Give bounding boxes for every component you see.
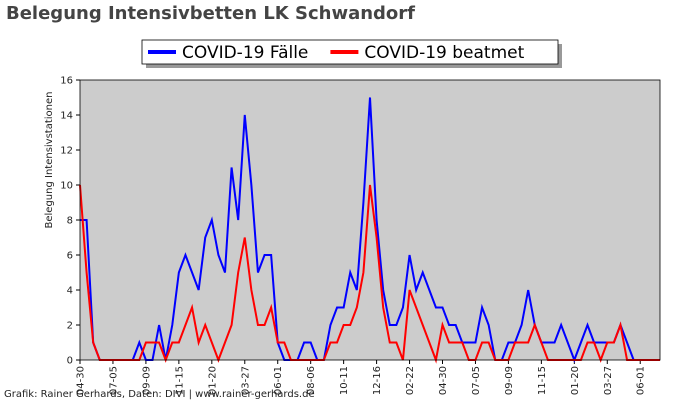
x-tick-label: 03-27 <box>240 366 251 395</box>
plot-frame <box>79 79 661 361</box>
legend-label: COVID-19 beatmet <box>364 43 524 63</box>
x-tick-label: 12-16 <box>372 366 383 395</box>
x-tick-label: 01-20 <box>570 366 581 395</box>
y-axis-label: Belegung Intensivstationen <box>44 91 55 228</box>
x-tick-label: 09-09 <box>141 366 152 395</box>
x-tick-label: 11-15 <box>174 366 185 395</box>
x-tick-label: 06-01 <box>636 366 647 395</box>
y-tick-label: 0 <box>67 356 73 367</box>
x-tick-label: 09-09 <box>504 366 515 395</box>
x-tick-label: 08-06 <box>306 366 317 395</box>
plot-area <box>80 80 660 360</box>
x-tick-label: 11-15 <box>537 366 548 395</box>
x-tick-label: 04-30 <box>438 366 449 395</box>
footer: Grafik: Rainer Gerhards, Daten: DIVI | w… <box>4 389 315 400</box>
x-tick-label: 04-30 <box>76 366 87 395</box>
chart-title: Belegung Intensivbetten LK Schwandorf <box>6 3 415 24</box>
y-tick-label: 12 <box>60 146 73 157</box>
x-tick-label: 07-05 <box>108 366 119 395</box>
y-tick-label: 2 <box>67 321 73 332</box>
x-tick-label: 02-22 <box>405 366 416 395</box>
x-tick-label: 03-27 <box>603 366 614 395</box>
x-tick-label: 01-20 <box>207 366 218 395</box>
y-tick-label: 6 <box>67 251 73 262</box>
y-tick-label: 4 <box>67 286 73 297</box>
data-line <box>80 97 660 363</box>
y-tick-label: 10 <box>60 181 73 192</box>
y-tick-label: 14 <box>60 111 73 122</box>
y-tick-label: 8 <box>67 216 73 227</box>
x-tick-label: 10-11 <box>339 366 350 395</box>
legend-label: COVID-19 Fälle <box>182 43 308 63</box>
x-tick-label: 06-01 <box>273 366 284 395</box>
y-tick-label: 16 <box>60 76 73 87</box>
legend: COVID-19 Fälle COVID-19 beatmet <box>141 39 562 68</box>
x-tick-label: 07-05 <box>471 366 482 395</box>
